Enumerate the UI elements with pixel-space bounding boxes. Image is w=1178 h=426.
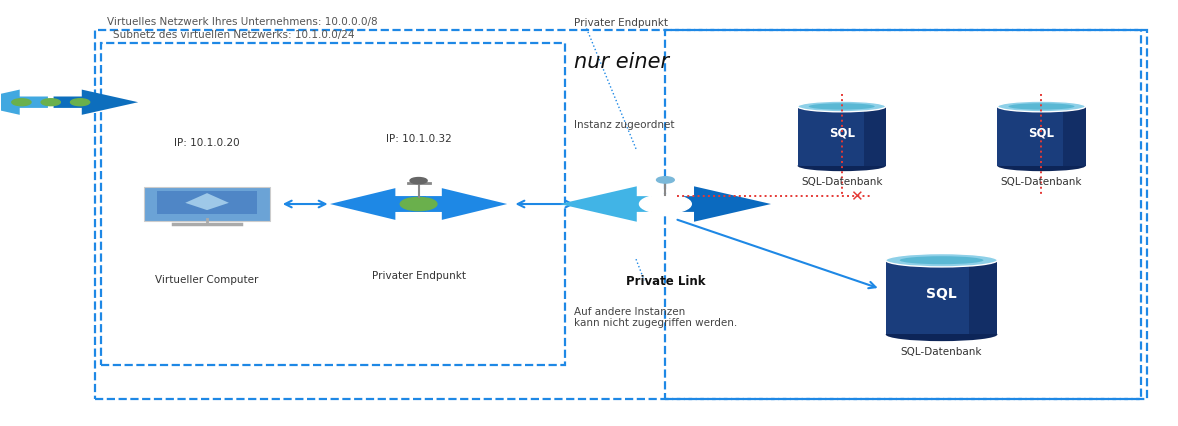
Bar — [863, 107, 886, 167]
Bar — [666, 31, 1147, 399]
FancyBboxPatch shape — [157, 192, 257, 215]
Polygon shape — [0, 90, 48, 115]
Text: SQL: SQL — [926, 286, 957, 300]
Ellipse shape — [1008, 104, 1074, 110]
Text: Virtueller Computer: Virtueller Computer — [155, 274, 259, 284]
Text: SQL-Datenbank: SQL-Datenbank — [1000, 177, 1083, 187]
Polygon shape — [660, 187, 772, 222]
Bar — [101, 44, 565, 366]
FancyBboxPatch shape — [144, 188, 270, 221]
Ellipse shape — [900, 256, 984, 265]
Text: nur einer: nur einer — [574, 52, 669, 72]
Polygon shape — [330, 189, 426, 220]
Circle shape — [71, 100, 90, 106]
Text: Subnetz des virtuellen Netzwerks: 10.1.0.0/24: Subnetz des virtuellen Netzwerks: 10.1.0… — [113, 29, 355, 40]
Circle shape — [410, 178, 428, 184]
Bar — [886, 261, 998, 335]
Text: IP: 10.1.0.32: IP: 10.1.0.32 — [385, 133, 451, 143]
Circle shape — [640, 195, 691, 214]
Ellipse shape — [998, 102, 1086, 112]
Circle shape — [401, 198, 437, 211]
Polygon shape — [185, 194, 229, 210]
Polygon shape — [560, 187, 670, 222]
Text: Privater Endpunkt: Privater Endpunkt — [371, 270, 465, 280]
Bar — [998, 107, 1086, 167]
Circle shape — [41, 100, 60, 106]
Text: SQL: SQL — [1028, 126, 1054, 139]
Text: IP: 10.1.0.20: IP: 10.1.0.20 — [174, 138, 240, 147]
Text: Instanz zugeordnet: Instanz zugeordnet — [574, 120, 674, 130]
Circle shape — [656, 177, 674, 184]
Bar — [969, 261, 998, 335]
Text: Private Link: Private Link — [626, 274, 706, 288]
Circle shape — [12, 100, 31, 106]
Ellipse shape — [886, 254, 998, 267]
Text: ✕: ✕ — [851, 189, 862, 204]
Bar — [1064, 107, 1086, 167]
Text: SQL-Datenbank: SQL-Datenbank — [901, 346, 982, 356]
Bar — [798, 107, 886, 167]
Text: Privater Endpunkt: Privater Endpunkt — [574, 18, 668, 28]
Ellipse shape — [808, 104, 875, 110]
Text: SQL-Datenbank: SQL-Datenbank — [801, 177, 882, 187]
Ellipse shape — [998, 161, 1086, 172]
Polygon shape — [53, 90, 138, 115]
Text: SQL: SQL — [828, 126, 855, 139]
Polygon shape — [411, 189, 508, 220]
Ellipse shape — [798, 102, 886, 112]
Ellipse shape — [886, 328, 998, 341]
Bar — [95, 31, 1141, 399]
Text: Virtuelles Netzwerk Ihres Unternehmens: 10.0.0.0/8: Virtuelles Netzwerk Ihres Unternehmens: … — [107, 17, 378, 27]
Ellipse shape — [798, 161, 886, 172]
Text: Auf andere Instanzen
kann nicht zugegriffen werden.: Auf andere Instanzen kann nicht zugegrif… — [574, 306, 737, 328]
